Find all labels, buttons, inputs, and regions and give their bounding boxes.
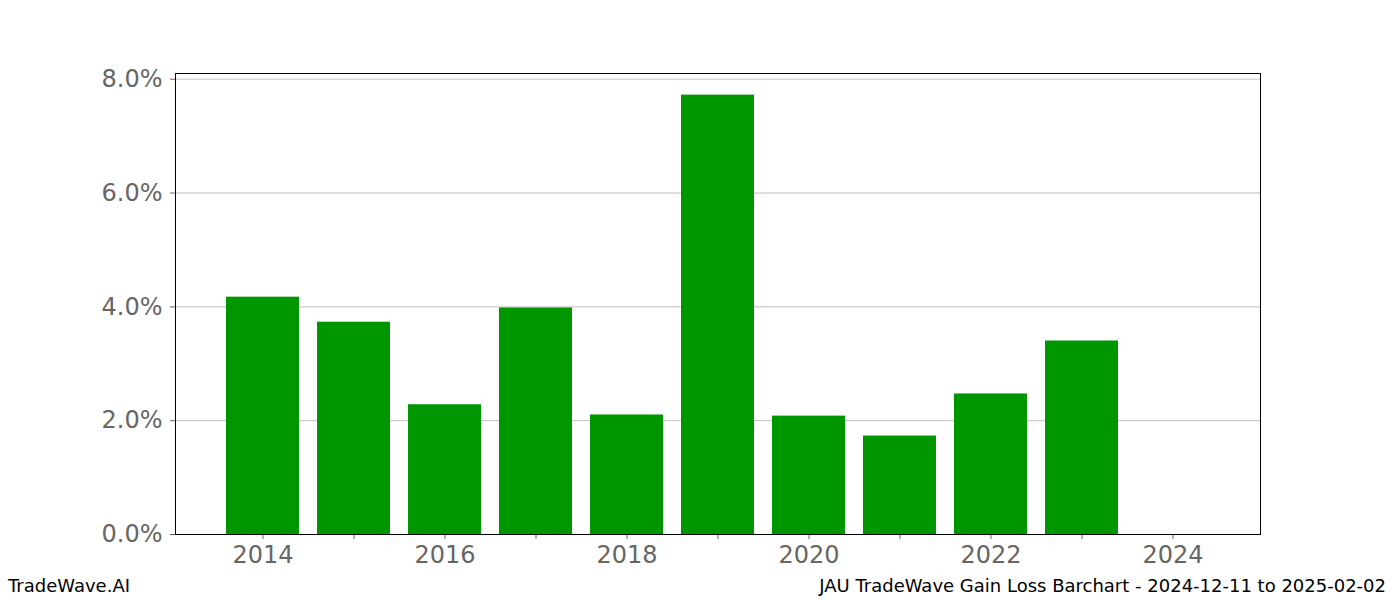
svg-text:6.0%: 6.0% (102, 179, 163, 207)
svg-text:2018: 2018 (596, 541, 657, 569)
svg-text:8.0%: 8.0% (102, 65, 163, 93)
svg-text:2014: 2014 (232, 541, 293, 569)
svg-text:0.0%: 0.0% (102, 520, 163, 548)
svg-text:2024: 2024 (1142, 541, 1203, 569)
svg-text:2016: 2016 (414, 541, 475, 569)
svg-text:2020: 2020 (778, 541, 839, 569)
svg-text:4.0%: 4.0% (102, 293, 163, 321)
svg-text:2022: 2022 (960, 541, 1021, 569)
html-text:JAU TradeWave Gain Loss Barcha: JAU TradeWave Gain Loss Barchart - 2024-… (819, 575, 1386, 596)
html-text:TradeWave.AI: TradeWave.AI (8, 575, 130, 596)
svg-text:2.0%: 2.0% (102, 406, 163, 434)
